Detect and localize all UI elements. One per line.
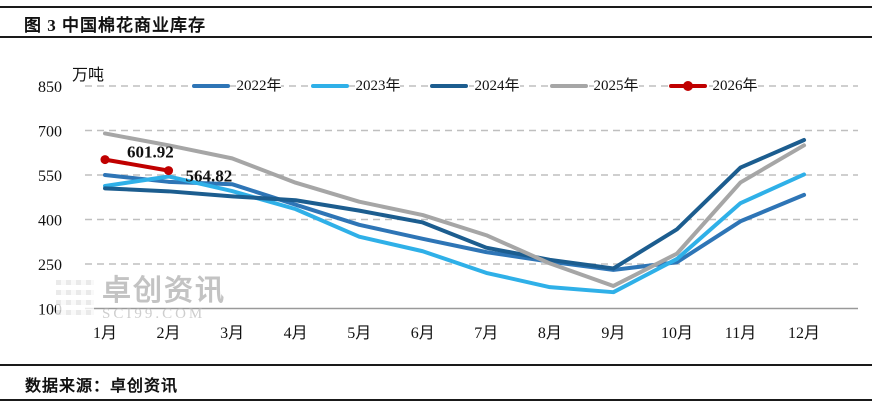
- data-label-564.82: 564.82: [186, 167, 233, 186]
- x-tick-label-2: 2月: [157, 325, 181, 342]
- x-tick-label-5: 5月: [347, 325, 371, 342]
- legend-swatch-icon: [192, 83, 231, 89]
- data-point-marker-2026年-1: [100, 155, 110, 165]
- legend-label: 2026年: [712, 77, 758, 95]
- y-axis-unit-label: 万吨: [72, 66, 104, 84]
- legend-item-2024年: 2024年: [430, 77, 520, 95]
- legend-label: 2024年: [474, 77, 520, 95]
- page-title: 图 3 中国棉花商业库存: [24, 16, 206, 35]
- series-line-2023年: [103, 172, 807, 295]
- legend-swatch-icon: [668, 81, 707, 91]
- legend-label: 2025年: [593, 77, 639, 95]
- x-tick-label-12: 12月: [788, 325, 820, 342]
- series-line-2026年: [103, 157, 171, 173]
- x-tick-label-7: 7月: [474, 325, 498, 342]
- x-tick-label-6: 6月: [411, 325, 435, 342]
- legend-swatch-icon: [311, 83, 350, 89]
- legend-swatch-icon: [430, 83, 469, 89]
- y-tick-label-550: 550: [38, 168, 62, 185]
- y-tick-label-700: 700: [38, 124, 62, 141]
- legend-item-2023年: 2023年: [311, 77, 401, 95]
- legend-swatch-icon: [549, 83, 588, 89]
- footer-top-rule: [0, 364, 872, 366]
- title-top-rule: [0, 6, 872, 8]
- x-tick-label-1: 1月: [93, 325, 117, 342]
- watermark-qr-icon: [56, 277, 94, 315]
- series-line-2025年: [103, 131, 807, 288]
- watermark-site: SCI99.COM: [102, 306, 206, 322]
- legend-marker-dot-icon: [682, 81, 693, 91]
- chart-legend: 2022年 2023年 2024年 2025年 2026年: [85, 76, 865, 96]
- legend-label: 2023年: [355, 77, 401, 95]
- footer-bottom-rule: [0, 399, 872, 401]
- x-tick-label-3: 3月: [220, 325, 244, 342]
- data-point-marker-2026年-2: [164, 166, 174, 176]
- legend-label: 2022年: [236, 77, 282, 95]
- data-label-601.92: 601.92: [127, 143, 174, 162]
- x-tick-label-11: 11月: [725, 325, 756, 342]
- x-tick-label-4: 4月: [284, 325, 308, 342]
- legend-item-2026年: 2026年: [668, 77, 758, 95]
- watermark: 卓创资讯 SCI99.COM: [56, 277, 226, 323]
- y-tick-label-250: 250: [38, 257, 62, 274]
- y-tick-label-850: 850: [38, 79, 62, 96]
- x-tick-label-8: 8月: [538, 325, 562, 342]
- x-tick-label-10: 10月: [661, 325, 693, 342]
- x-tick-label-9: 9月: [601, 325, 625, 342]
- legend-item-2022年: 2022年: [192, 77, 282, 95]
- y-tick-label-400: 400: [38, 213, 62, 230]
- legend-item-2025年: 2025年: [549, 77, 639, 95]
- series-line-2022年: [103, 173, 807, 272]
- series-line-2024年: [103, 137, 807, 271]
- title-bottom-rule: [0, 36, 872, 38]
- data-source-label: 数据来源：卓创资讯: [25, 378, 179, 395]
- watermark-brand: 卓创资讯: [102, 275, 227, 307]
